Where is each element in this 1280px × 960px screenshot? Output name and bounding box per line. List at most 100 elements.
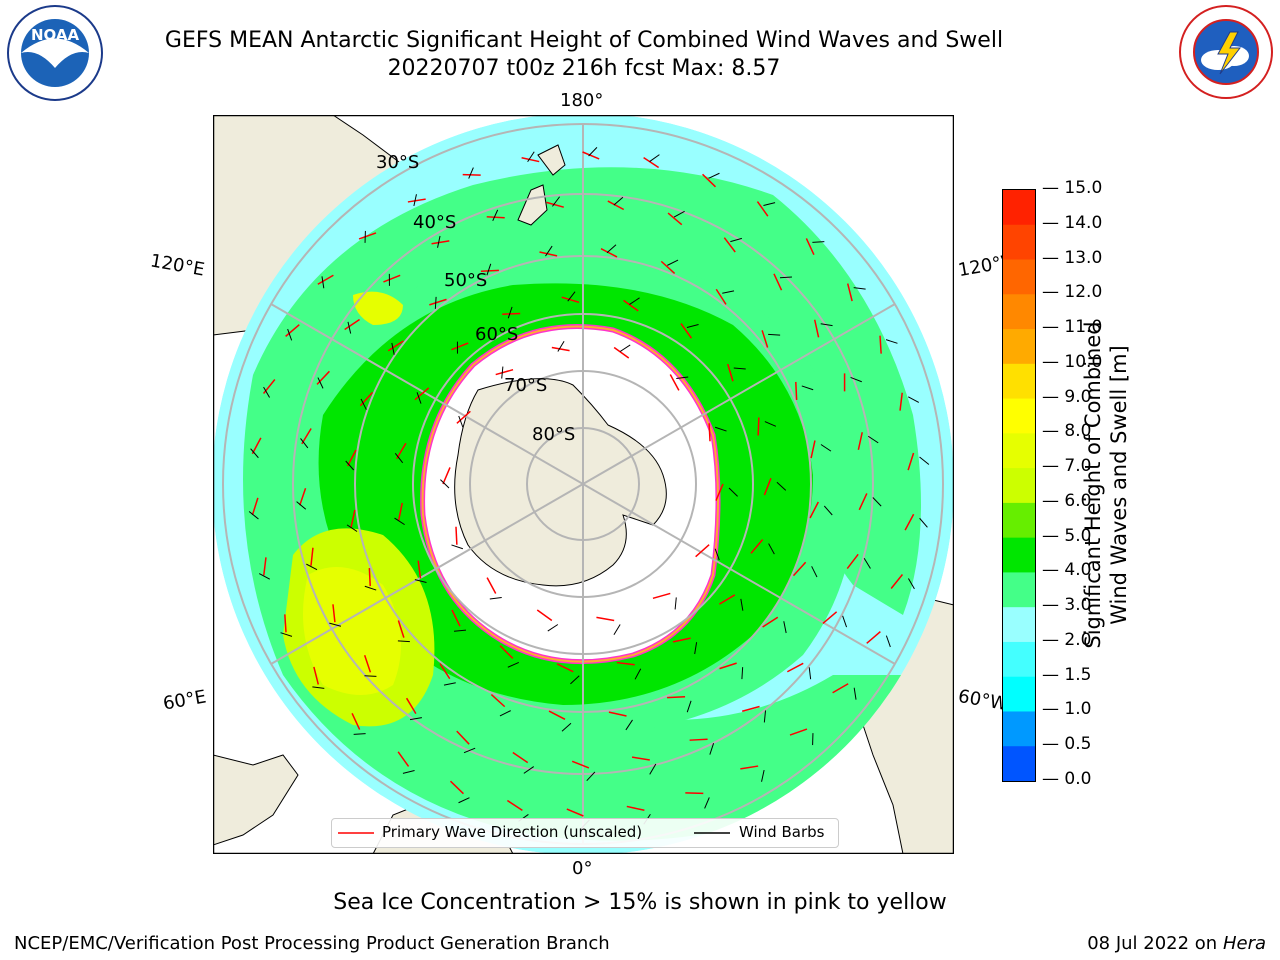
wind-barb	[709, 743, 715, 755]
wave-direction-arrow	[363, 655, 372, 673]
wave-direction-arrow	[442, 467, 451, 485]
wave-direction-arrow	[332, 604, 336, 623]
wind-barb	[394, 453, 404, 464]
wave-direction-arrow	[431, 240, 450, 245]
wave-direction-arrow	[316, 370, 330, 385]
wind-barb	[823, 505, 833, 516]
wind-barb	[501, 366, 504, 379]
wind-barb	[345, 460, 355, 471]
sea-ice-note: Sea Ice Concentration > 15% is shown in …	[333, 890, 947, 915]
wave-direction-arrow	[762, 616, 779, 628]
colorbar-swatch	[1003, 190, 1035, 226]
lat-label-60s: 60°S	[475, 324, 519, 345]
colorbar-tick-label: — 5.0	[1042, 525, 1092, 546]
colorbar-swatch	[1003, 329, 1035, 365]
lon-label-60e: 60°E	[161, 686, 208, 715]
legend-primary-wave: Primary Wave Direction (unscaled)	[382, 823, 643, 841]
wave-direction-arrow	[521, 156, 540, 163]
colorbar-swatch	[1003, 572, 1035, 608]
colorbar-swatch	[1003, 537, 1035, 573]
colorbar-swatch	[1003, 363, 1035, 400]
wind-barb	[248, 511, 259, 520]
wave-direction-arrow	[285, 324, 300, 337]
wave-direction-arrow	[344, 318, 360, 331]
wind-barb	[458, 797, 470, 804]
wind-barb	[885, 339, 898, 344]
colorbar-label: Significant Height of Combined Wind Wave…	[1080, 305, 1132, 665]
colorbar-swatch	[1003, 259, 1035, 295]
wave-direction-arrow	[719, 594, 736, 605]
noaa-logo: NOAA	[6, 4, 104, 102]
footer-host: Hera	[1222, 933, 1266, 954]
wave-direction-arrow	[786, 662, 804, 673]
colorbar-swatch	[1003, 607, 1035, 643]
wind-barb	[714, 426, 727, 432]
wave-direction-arrow	[368, 568, 371, 587]
wave-direction-legend-swatch	[338, 832, 374, 834]
wave-direction-arrow	[756, 201, 769, 217]
footer-branch: NCEP/EMC/Verification Post Processing Pr…	[14, 933, 610, 954]
wind-barb	[885, 635, 891, 648]
wind-barb	[547, 624, 559, 632]
lat-label-50s: 50°S	[444, 270, 488, 291]
wind-barb	[321, 276, 325, 289]
wind-barb	[552, 196, 561, 207]
wind-barb	[364, 675, 377, 677]
wave-direction-arrow	[284, 614, 287, 633]
wind-barb	[801, 385, 814, 391]
colorbar-tick-label: — 12.0	[1042, 282, 1103, 303]
wind-barb	[714, 548, 720, 561]
wave-direction-arrow	[350, 509, 356, 528]
wind-barb	[567, 291, 576, 302]
wave-direction-arrow	[397, 620, 405, 638]
wave-direction-arrow	[551, 346, 570, 352]
wind-barb	[606, 244, 617, 254]
wind-barb	[347, 321, 352, 334]
wave-direction-arrow	[480, 269, 499, 272]
wind-barb	[263, 386, 270, 398]
wind-barb	[708, 172, 720, 179]
wave-direction-arrow	[813, 319, 820, 338]
footer-date-text: 08 Jul 2022 on	[1087, 933, 1223, 954]
wind-barb	[453, 629, 467, 632]
wind-barb	[507, 306, 513, 319]
wave-direction-arrow	[499, 645, 514, 659]
wave-direction-arrow	[757, 417, 760, 436]
wave-direction-arrow	[607, 200, 625, 211]
wave-direction-arrow	[582, 151, 600, 160]
wave-direction-arrow	[299, 487, 307, 506]
wind-barb	[673, 210, 685, 218]
wind-barb	[768, 333, 781, 336]
wind-barb	[306, 563, 318, 571]
wave-direction-arrow	[809, 501, 819, 519]
wave-direction-arrow	[773, 273, 783, 291]
wind-barb	[740, 598, 744, 611]
wind-barb	[451, 544, 464, 550]
wave-direction-arrow	[715, 483, 724, 501]
wind-barb	[613, 624, 621, 636]
wave-direction-arrow	[490, 693, 506, 708]
wind-barb	[258, 573, 271, 580]
colorbar-label-line1: Significant Height of Combined	[1081, 321, 1105, 649]
colorbar-tick-label: — 4.0	[1042, 560, 1092, 581]
wave-direction-arrow	[387, 340, 404, 352]
wind-barb	[416, 392, 422, 404]
colorbar-tick-label: — 2.0	[1042, 629, 1092, 650]
colorbar-tick-label: — 11.0	[1042, 317, 1103, 338]
wave-direction-arrow	[761, 330, 769, 348]
wave-direction-arrow	[695, 544, 710, 558]
wave-direction-arrow	[263, 557, 267, 576]
wave-direction-arrow	[857, 432, 863, 450]
colorbar-swatch	[1003, 641, 1035, 678]
polar-map	[212, 114, 955, 855]
wave-direction-arrow	[417, 560, 422, 579]
colorbar-tick-label: — 0.5	[1042, 734, 1092, 755]
wave-direction-arrow	[669, 374, 680, 391]
lon-label-120e: 120°E	[148, 250, 207, 281]
wave-direction-arrow	[715, 288, 727, 305]
wave-direction-arrow	[512, 751, 529, 764]
wind-barb	[250, 448, 259, 459]
wave-direction-arrow	[623, 299, 639, 312]
wind-barbs-legend-swatch	[694, 832, 730, 834]
wind-barb	[468, 167, 474, 179]
